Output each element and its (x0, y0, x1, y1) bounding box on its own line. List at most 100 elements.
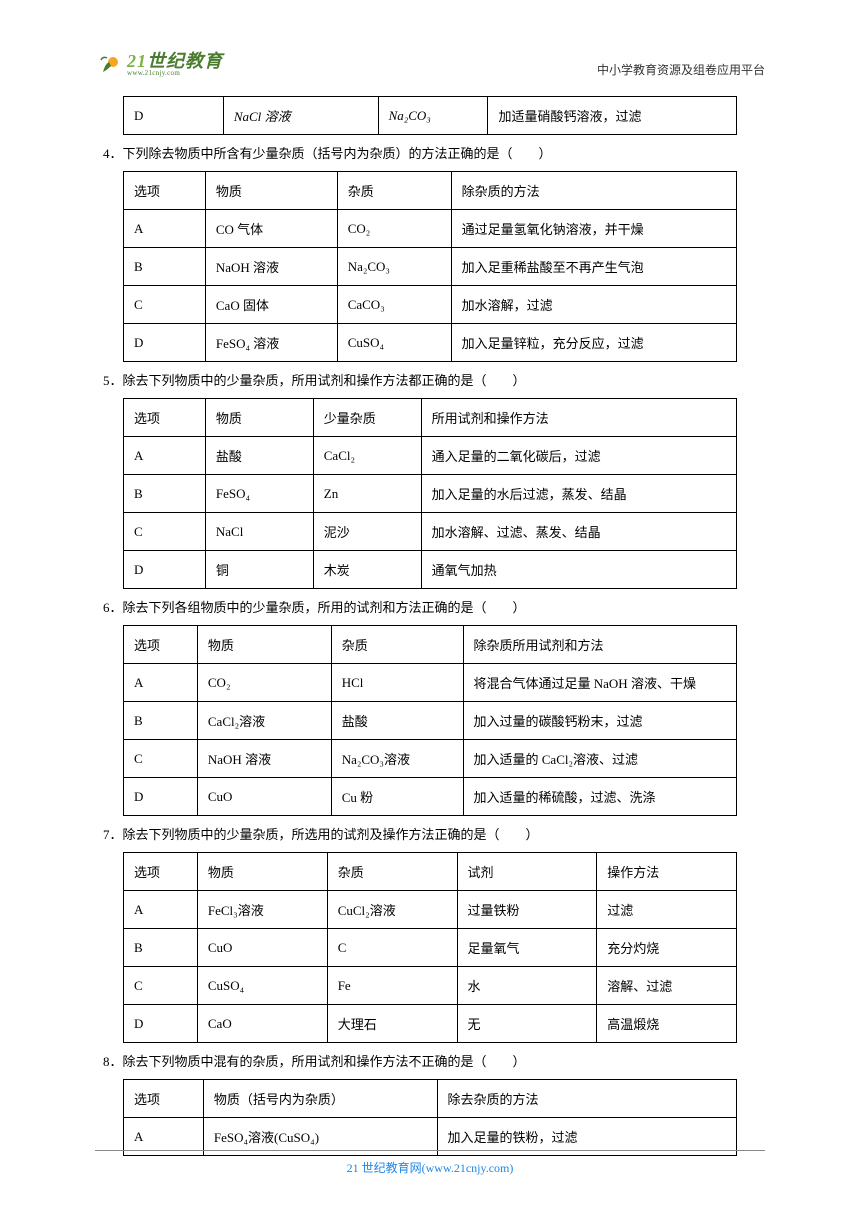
table-row: BFeSO₄Zn加入足量的水后过滤，蒸发、结晶 (124, 475, 737, 513)
th: 除杂质的方法 (451, 172, 736, 210)
cell: D (124, 97, 224, 135)
th: 选项 (124, 1080, 204, 1118)
th: 杂质 (331, 626, 463, 664)
table-row: BNaOH 溶液Na₂CO₃加入足重稀盐酸至不再产生气泡 (124, 248, 737, 286)
logo-cn: 世纪教育 (147, 51, 223, 71)
cell: Cu 粉 (331, 778, 463, 816)
cell: A (124, 664, 198, 702)
footer-text: 21 世纪教育网(www.21cnjy.com) (347, 1161, 514, 1175)
table-q5: 选项 物质 少量杂质 所用试剂和操作方法 A盐酸CaCl₂通入足量的二氧化碳后，… (123, 398, 737, 589)
th: 物质 (197, 626, 331, 664)
logo-url: www.21cnjy.com (127, 70, 223, 77)
th: 物质 (197, 853, 327, 891)
cell: 加入足重稀盐酸至不再产生气泡 (451, 248, 736, 286)
table-q8: 选项 物质（括号内为杂质） 除去杂质的方法 AFeSO₄溶液(CuSO₄)加入足… (123, 1079, 737, 1156)
cell: 通氧气加热 (421, 551, 736, 589)
table-row: AFeCl₃溶液CuCl₂溶液过量铁粉过滤 (124, 891, 737, 929)
th: 物质 (205, 172, 337, 210)
cell: 盐酸 (331, 702, 463, 740)
logo-num: 21 (127, 51, 147, 71)
cell: 过滤 (597, 891, 737, 929)
table-q4: 选项 物质 杂质 除杂质的方法 ACO 气体CO₂通过足量氢氧化钠溶液，并干燥 … (123, 171, 737, 362)
table-row: DCuOCu 粉加入适量的稀硫酸，过滤、洗涤 (124, 778, 737, 816)
cell: 大理石 (327, 1005, 457, 1043)
cell: 木炭 (313, 551, 421, 589)
cell: FeSO₄ (205, 475, 313, 513)
th: 杂质 (327, 853, 457, 891)
table-q7: 选项 物质 杂质 试剂 操作方法 AFeCl₃溶液CuCl₂溶液过量铁粉过滤 B… (123, 852, 737, 1043)
cell: Fe (327, 967, 457, 1005)
table-q6: 选项 物质 杂质 除杂质所用试剂和方法 ACO₂HCl将混合气体通过足量 NaO… (123, 625, 737, 816)
logo: 21世纪教育 www.21cnjy.com (95, 50, 223, 78)
cell: FeCl₃溶液 (197, 891, 327, 929)
cell: Na₂CO₃溶液 (331, 740, 463, 778)
question-6: 6．除去下列各组物质中的少量杂质，所用的试剂和方法正确的是（ ） (103, 597, 765, 619)
table-row: BCuOC足量氧气充分灼烧 (124, 929, 737, 967)
cell: 泥沙 (313, 513, 421, 551)
cell: B (124, 475, 206, 513)
cell: CuSO₄ (337, 324, 451, 362)
cell: 加入适量的稀硫酸，过滤、洗涤 (463, 778, 736, 816)
th: 除去杂质的方法 (437, 1080, 736, 1118)
cell: CO₂ (197, 664, 331, 702)
cell: A (124, 891, 198, 929)
th: 少量杂质 (313, 399, 421, 437)
table-header-row: 选项 物质（括号内为杂质） 除去杂质的方法 (124, 1080, 737, 1118)
cell: CaCl₂ (313, 437, 421, 475)
th: 选项 (124, 626, 198, 664)
cell: A (124, 210, 206, 248)
cell: 无 (457, 1005, 597, 1043)
th: 选项 (124, 399, 206, 437)
cell: A (124, 437, 206, 475)
cell: 加入过量的碳酸钙粉末，过滤 (463, 702, 736, 740)
cell: 盐酸 (205, 437, 313, 475)
cell: 充分灼烧 (597, 929, 737, 967)
cell: CaO (197, 1005, 327, 1043)
cell: FeSO₄ 溶液 (205, 324, 337, 362)
table-row: DCaO大理石无高温煅烧 (124, 1005, 737, 1043)
cell: 高温煅烧 (597, 1005, 737, 1043)
cell: C (124, 967, 198, 1005)
table-row: CNaCl泥沙加水溶解、过滤、蒸发、结晶 (124, 513, 737, 551)
cell: 通入足量的二氧化碳后，过滤 (421, 437, 736, 475)
cell: C (124, 286, 206, 324)
th: 物质 (205, 399, 313, 437)
cell: B (124, 702, 198, 740)
question-4: 4．下列除去物质中所含有少量杂质（括号内为杂质）的方法正确的是（ ） (103, 143, 765, 165)
question-8: 8．除去下列物质中混有的杂质，所用试剂和操作方法不正确的是（ ） (103, 1051, 765, 1073)
table-row: ACO 气体CO₂通过足量氢氧化钠溶液，并干燥 (124, 210, 737, 248)
cell: 通过足量氢氧化钠溶液，并干燥 (451, 210, 736, 248)
cell: 将混合气体通过足量 NaOH 溶液、干燥 (463, 664, 736, 702)
cell: 加水溶解，过滤 (451, 286, 736, 324)
table-row: DFeSO₄ 溶液CuSO₄加入足量锌粒，充分反应，过滤 (124, 324, 737, 362)
cell: 过量铁粉 (457, 891, 597, 929)
table-header-row: 选项 物质 杂质 除杂质的方法 (124, 172, 737, 210)
cell: B (124, 248, 206, 286)
table-row: BCaCl₂溶液盐酸加入过量的碳酸钙粉末，过滤 (124, 702, 737, 740)
table-row: ACO₂HCl将混合气体通过足量 NaOH 溶液、干燥 (124, 664, 737, 702)
cell: CaCO₃ (337, 286, 451, 324)
header-platform: 中小学教育资源及组卷应用平台 (597, 61, 765, 78)
cell: C (124, 740, 198, 778)
table-fragment: D NaCl 溶液 Na₂CO₃ 加适量硝酸钙溶液，过滤 (123, 96, 737, 135)
table-row: CCaO 固体CaCO₃加水溶解，过滤 (124, 286, 737, 324)
logo-text: 21世纪教育 www.21cnjy.com (127, 52, 223, 77)
cell: Na₂CO₃ (337, 248, 451, 286)
cell: CuO (197, 778, 331, 816)
question-5: 5．除去下列物质中的少量杂质，所用试剂和操作方法都正确的是（ ） (103, 370, 765, 392)
cell: 水 (457, 967, 597, 1005)
table-row: CCuSO₄Fe水溶解、过滤 (124, 967, 737, 1005)
cell: NaCl 溶液 (223, 97, 378, 135)
cell: B (124, 929, 198, 967)
footer-divider (95, 1150, 765, 1151)
cell: C (124, 513, 206, 551)
cell: CO 气体 (205, 210, 337, 248)
th: 选项 (124, 853, 198, 891)
cell: Zn (313, 475, 421, 513)
th: 操作方法 (597, 853, 737, 891)
th: 杂质 (337, 172, 451, 210)
cell: CuSO₄ (197, 967, 327, 1005)
cell: C (327, 929, 457, 967)
table-header-row: 选项 物质 杂质 除杂质所用试剂和方法 (124, 626, 737, 664)
question-7: 7．除去下列物质中的少量杂质，所选用的试剂及操作方法正确的是（ ） (103, 824, 765, 846)
